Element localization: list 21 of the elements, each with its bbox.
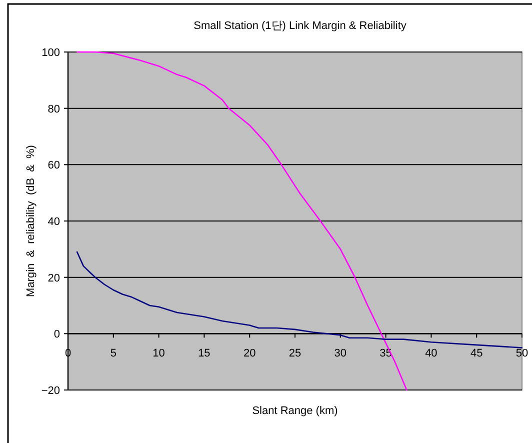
x-tick-label: 25 — [288, 348, 302, 360]
x-tick-label: 10 — [152, 348, 165, 360]
line-series — [76, 251, 523, 348]
y-tick-label: −20 — [41, 385, 60, 397]
x-tick-label: 30 — [334, 348, 347, 360]
y-tick-label: 60 — [48, 160, 60, 172]
x-axis-title: Slant Range (km) — [252, 405, 338, 417]
x-tick-label: 20 — [243, 348, 256, 360]
y-tick-label: 40 — [48, 216, 60, 228]
x-tick-label: 45 — [470, 348, 483, 360]
line-series — [76, 51, 408, 391]
x-tick-label: 40 — [425, 348, 438, 360]
x-tick-label: 15 — [198, 348, 210, 360]
y-tick-label: 100 — [42, 47, 60, 59]
chart-title: Small Station (1단) Link Margin & Reliability — [194, 20, 407, 32]
y-tick-label: 20 — [48, 272, 60, 284]
x-tick-label: 50 — [516, 348, 528, 360]
y-tick-label: 80 — [48, 103, 60, 116]
y-axis-title: Margin & reliability (dB & %) — [25, 145, 37, 297]
y-tick-label: 0 — [54, 328, 60, 341]
x-tick-label: 5 — [110, 348, 116, 360]
